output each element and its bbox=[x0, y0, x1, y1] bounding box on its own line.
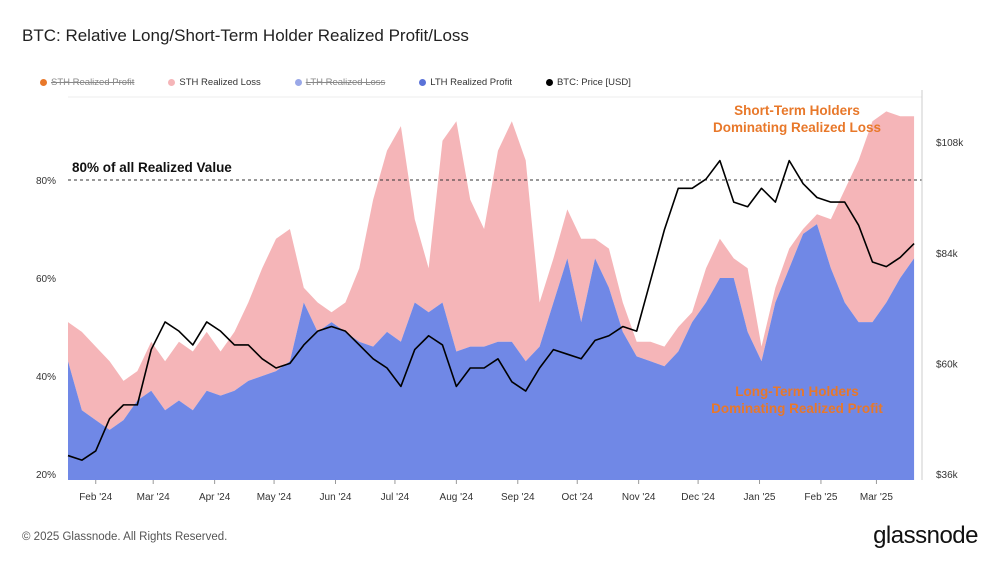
annotation-sth-line1: Short-Term Holders bbox=[734, 103, 860, 118]
x-tick-label: Oct '24 bbox=[562, 492, 594, 503]
y-right-tick-label: $60k bbox=[936, 359, 959, 370]
x-tick-label: Mar '24 bbox=[137, 492, 170, 503]
legend-item-lth-realized-profit[interactable]: LTH Realized Profit bbox=[419, 77, 512, 88]
reference-line-label: 80% of all Realized Value bbox=[72, 160, 232, 175]
x-tick-label: Nov '24 bbox=[622, 492, 656, 503]
x-tick-label: Jul '24 bbox=[381, 492, 410, 503]
annotation-lth-line2: Dominating Realized Profit bbox=[711, 401, 883, 416]
sth-realized-loss-area bbox=[68, 111, 915, 430]
x-tick-label: Apr '24 bbox=[199, 492, 231, 503]
legend-item-btc-price[interactable]: BTC: Price [USD] bbox=[545, 77, 631, 88]
x-tick-label: Aug '24 bbox=[440, 492, 474, 503]
x-tick-label: May '24 bbox=[257, 492, 292, 503]
x-tick-label: Mar '25 bbox=[860, 492, 893, 503]
x-tick-label: Feb '24 bbox=[79, 492, 112, 503]
x-tick-label: Jan '25 bbox=[744, 492, 776, 503]
copyright: © 2025 Glassnode. All Rights Reserved. bbox=[22, 531, 228, 543]
y-left-tick-label: 40% bbox=[36, 372, 56, 383]
y-left-tick-label: 60% bbox=[36, 274, 56, 285]
legend-item-sth-realized-profit[interactable]: STH Realized Profit bbox=[40, 77, 134, 88]
legend: STH Realized Profit STH Realized Loss LT… bbox=[40, 77, 665, 88]
x-tick-label: Dec '24 bbox=[681, 492, 715, 503]
y-left-tick-label: 20% bbox=[36, 470, 56, 481]
y-right-tick-label: $84k bbox=[936, 249, 959, 260]
legend-dot-icon bbox=[294, 79, 302, 86]
legend-dot-icon bbox=[419, 79, 427, 86]
legend-dot-icon bbox=[168, 79, 176, 86]
legend-dot-icon bbox=[40, 79, 47, 86]
x-tick-label: Sep '24 bbox=[501, 492, 535, 503]
btc-price-line bbox=[67, 159, 915, 461]
lth-realized-profit-area bbox=[68, 224, 915, 480]
legend-item-lth-realized-loss[interactable]: LTH Realized Loss bbox=[294, 77, 385, 88]
annotation-lth-line1: Long-Term Holders bbox=[735, 384, 859, 399]
y-right-tick-label: $36k bbox=[936, 470, 959, 481]
annotation-sth-line2: Dominating Realized Loss bbox=[713, 120, 881, 135]
legend-item-sth-realized-loss[interactable]: STH Realized Loss bbox=[168, 77, 261, 88]
x-tick-label: Jun '24 bbox=[320, 492, 352, 503]
chart-title: BTC: Relative Long/Short-Term Holder Rea… bbox=[22, 26, 469, 45]
legend-dot-icon bbox=[545, 79, 553, 86]
x-tick-label: Feb '25 bbox=[804, 492, 837, 503]
y-right-tick-label: $108k bbox=[936, 138, 964, 149]
glassnode-logo: glassnode bbox=[873, 522, 978, 549]
y-left-tick-label: 80% bbox=[36, 176, 56, 187]
